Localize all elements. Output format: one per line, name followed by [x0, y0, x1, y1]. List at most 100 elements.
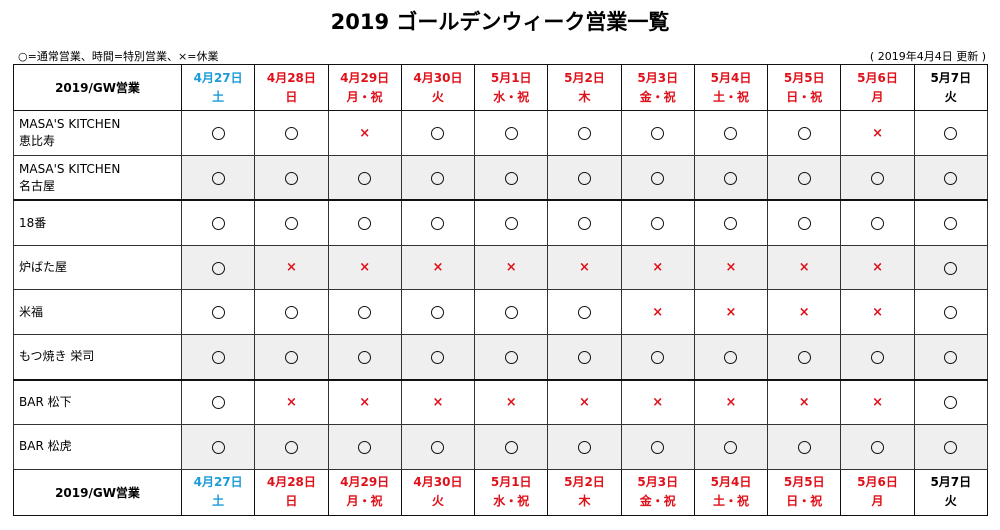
- open-circle-icon: [797, 127, 811, 141]
- status-open: [400, 289, 476, 336]
- open-circle-icon: [284, 171, 298, 185]
- closed-cross-icon: ×: [725, 394, 737, 410]
- weekday-label: 土・祝: [712, 89, 749, 104]
- status-open: [254, 199, 329, 246]
- weekday-label: 月: [871, 494, 884, 509]
- open-circle-icon: [431, 306, 445, 320]
- open-circle-icon: [211, 261, 225, 275]
- open-circle-icon: [504, 217, 518, 231]
- date-label: 5月7日: [930, 475, 972, 490]
- open-circle-icon: [944, 261, 958, 275]
- status-open: [767, 334, 842, 381]
- weekday-label: 木: [578, 494, 591, 509]
- date-header: 5月5日 日・祝: [767, 63, 842, 112]
- open-circle-icon: [944, 396, 958, 410]
- status-open: [180, 423, 256, 470]
- status-open: [913, 378, 988, 425]
- open-circle-icon: [431, 127, 445, 141]
- status-open: [620, 334, 695, 381]
- open-circle-icon: [577, 127, 591, 141]
- date-header: 4月30日火: [400, 63, 476, 112]
- date-header: 5月6日月: [840, 468, 915, 517]
- table-row: BAR 松下 × × × × × × × × ×: [13, 378, 988, 425]
- status-open: [400, 155, 476, 201]
- open-circle-icon: [211, 440, 225, 454]
- status-closed: ×: [474, 244, 549, 291]
- store-name: BAR 松下: [13, 378, 182, 425]
- open-circle-icon: [211, 171, 225, 185]
- date-header: 5月1日 水・祝: [474, 63, 549, 112]
- store-name-line2: 恵比寿: [19, 134, 56, 149]
- status-closed: ×: [620, 244, 695, 291]
- weekday-label: 土: [212, 89, 225, 104]
- status-open: [693, 334, 769, 381]
- status-open: [400, 110, 476, 157]
- weekday-label: 日: [285, 89, 298, 104]
- date-label: 5月5日: [783, 475, 825, 490]
- status-closed: ×: [840, 110, 915, 157]
- store-name: 米福: [13, 289, 182, 336]
- status-open: [180, 378, 256, 425]
- weekday-label: 月: [871, 89, 884, 104]
- status-open: [547, 423, 622, 470]
- date-label: 5月2日: [564, 70, 605, 85]
- open-circle-icon: [797, 171, 811, 185]
- store-name-line1: MASA'S KITCHEN: [19, 161, 121, 176]
- closed-cross-icon: ×: [872, 304, 883, 320]
- status-open: [254, 155, 329, 201]
- status-closed: ×: [693, 378, 769, 425]
- open-circle-icon: [577, 217, 591, 231]
- closed-cross-icon: ×: [359, 125, 371, 141]
- weekday-label: 金・祝: [639, 494, 676, 509]
- closed-cross-icon: ×: [798, 260, 810, 276]
- weekday-label: 木: [578, 89, 591, 104]
- status-open: [913, 199, 988, 246]
- date-header: 5月5日日・祝: [767, 468, 842, 517]
- table-row: BAR 松虎: [13, 423, 988, 470]
- date-header: 4月27日土: [180, 468, 256, 517]
- weekday-label: 火: [944, 89, 957, 104]
- open-circle-icon: [284, 217, 298, 231]
- status-open: [180, 155, 256, 201]
- open-circle-icon: [504, 171, 518, 185]
- table-row: MASA'S KITCHEN 恵比寿 × ×: [13, 110, 988, 157]
- status-closed: ×: [547, 378, 622, 425]
- status-closed: ×: [400, 244, 476, 291]
- status-open: [767, 423, 842, 470]
- open-circle-icon: [358, 306, 372, 320]
- store-name-line2: 名古屋: [19, 178, 56, 193]
- weekday-label: 月・祝: [346, 494, 383, 509]
- date-header: 5月3日 金・祝: [620, 468, 695, 517]
- status-open: [474, 155, 549, 201]
- status-closed: ×: [840, 289, 915, 336]
- status-closed: ×: [620, 289, 695, 336]
- table-row: 米福 × × × ×: [13, 289, 988, 336]
- status-open: [474, 110, 549, 157]
- date-header: 4月30日火: [400, 468, 476, 517]
- date-header: 5月2日木: [547, 468, 622, 517]
- date-label: 5月4日: [710, 70, 752, 85]
- open-circle-icon: [651, 440, 665, 454]
- closed-cross-icon: ×: [798, 394, 810, 410]
- status-closed: ×: [327, 244, 402, 291]
- status-open: [547, 110, 622, 157]
- open-circle-icon: [504, 306, 518, 320]
- open-circle-icon: [651, 171, 665, 185]
- open-circle-icon: [358, 217, 372, 231]
- status-open: [547, 199, 622, 246]
- date-header: 5月3日 金・祝: [620, 63, 695, 112]
- date-header: 5月2日木: [547, 63, 622, 112]
- weekday-label: 土・祝: [712, 494, 749, 509]
- open-circle-icon: [871, 440, 885, 454]
- open-circle-icon: [211, 127, 225, 141]
- weekday-label: 日・祝: [786, 494, 823, 509]
- date-label: 5月6日: [857, 475, 898, 490]
- date-label: 5月4日: [710, 475, 752, 490]
- closed-cross-icon: ×: [505, 260, 517, 276]
- closed-cross-icon: ×: [652, 304, 664, 320]
- open-circle-icon: [944, 440, 958, 454]
- store-name: もつ焼き 栄司: [13, 334, 182, 381]
- date-label: 4月29日: [340, 70, 390, 85]
- date-label: 4月29日: [340, 475, 390, 490]
- status-closed: ×: [327, 378, 402, 425]
